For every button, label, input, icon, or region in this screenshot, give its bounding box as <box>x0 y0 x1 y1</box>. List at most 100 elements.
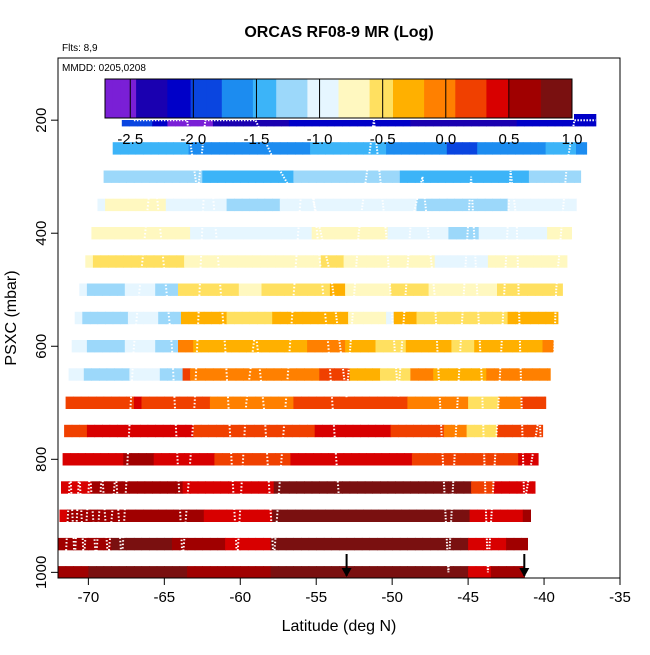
heatmap-cell <box>407 170 416 183</box>
heatmap-cell <box>158 311 167 325</box>
heatmap-cell <box>284 424 293 438</box>
heatmap-cell <box>156 396 165 409</box>
heatmap-cell <box>288 227 298 240</box>
heatmap-cell <box>433 481 442 494</box>
colorbar-swatch <box>252 79 262 118</box>
heatmap-cell <box>431 142 440 155</box>
heatmap-cell <box>135 198 144 212</box>
heatmap-cell <box>102 424 111 438</box>
heatmap-cell <box>422 537 431 551</box>
colorbar-swatch <box>455 79 464 118</box>
heatmap-cell <box>343 255 352 268</box>
heatmap-cell <box>243 481 252 494</box>
heatmap-cell <box>519 340 528 353</box>
heatmap-cell <box>421 283 430 296</box>
heatmap-cell <box>536 170 545 183</box>
heatmap-cell <box>272 198 281 212</box>
heatmap-cell <box>364 227 373 240</box>
colorbar-swatch <box>424 79 433 118</box>
heatmap-cell <box>219 311 228 325</box>
heatmap-cell <box>419 255 428 268</box>
heatmap-cell <box>253 424 263 438</box>
heatmap-cell <box>437 396 446 409</box>
heatmap-cell <box>111 537 120 551</box>
heatmap-cell <box>144 227 153 240</box>
heatmap-cell <box>77 453 86 466</box>
heatmap-cell <box>156 566 165 579</box>
heatmap-cell <box>325 311 334 325</box>
heatmap-cell <box>258 114 267 127</box>
heatmap-cell <box>129 481 138 494</box>
heatmap-cell <box>342 368 351 381</box>
heatmap-cell <box>202 566 211 579</box>
heatmap-cell <box>424 198 433 212</box>
heatmap-cell <box>481 424 490 438</box>
heatmap-cell <box>329 424 339 438</box>
heatmap-cell <box>250 114 260 127</box>
heatmap-cell <box>279 311 288 325</box>
heatmap-cell <box>484 198 493 212</box>
heatmap-cell <box>278 396 287 409</box>
heatmap-cell <box>269 340 278 353</box>
heatmap-cell <box>114 227 123 240</box>
heatmap-cell <box>305 255 314 268</box>
heatmap-cell <box>302 198 311 212</box>
heatmap-cell <box>507 311 516 325</box>
heatmap-cell <box>121 227 130 240</box>
heatmap-cell <box>317 198 326 212</box>
heatmap-cell <box>99 481 108 494</box>
heatmap-cell <box>127 142 137 155</box>
heatmap-cell <box>413 283 422 296</box>
heatmap-cell <box>226 311 235 325</box>
heatmap-cell <box>498 396 507 409</box>
heatmap-cell <box>418 481 427 494</box>
heatmap-cell <box>266 368 275 381</box>
heatmap-cell <box>492 509 501 522</box>
heatmap-cell <box>516 114 525 127</box>
heatmap-cell <box>522 142 531 155</box>
heatmap-cell <box>331 566 340 579</box>
heatmap-cell <box>246 340 255 353</box>
heatmap-cell <box>117 424 126 438</box>
heatmap-cell <box>133 170 143 183</box>
heatmap-cell <box>522 311 531 325</box>
heatmap-cell <box>443 340 452 353</box>
heatmap-cell <box>225 566 234 579</box>
heatmap-cell <box>533 453 539 466</box>
heatmap-cell <box>560 142 569 155</box>
heatmap-cell <box>553 311 559 325</box>
heatmap-cell <box>483 396 492 409</box>
heatmap-cell <box>170 424 179 438</box>
heatmap-cell <box>273 368 282 381</box>
heatmap-cell <box>486 227 495 240</box>
heatmap-cell <box>241 509 250 522</box>
heatmap-cell <box>127 198 137 212</box>
heatmap-cell <box>161 255 170 268</box>
heatmap-cell <box>112 198 121 212</box>
heatmap-cell <box>369 170 378 183</box>
heatmap-cell <box>311 227 320 240</box>
heatmap-cell <box>554 114 563 127</box>
heatmap-cell <box>144 114 153 127</box>
heatmap-cell <box>424 311 433 325</box>
heatmap-cell <box>592 114 597 127</box>
heatmap-cell <box>334 114 343 127</box>
heatmap-cell <box>434 255 443 268</box>
heatmap-cell <box>247 396 257 409</box>
heatmap-cell <box>228 481 237 494</box>
heatmap-cell <box>173 198 182 212</box>
heatmap-cell <box>504 283 513 296</box>
heatmap-cell <box>332 311 342 325</box>
heatmap-cell <box>141 537 150 551</box>
heatmap-cell <box>257 142 266 155</box>
heatmap-cell <box>197 227 206 240</box>
heatmap-cell <box>250 481 260 494</box>
heatmap-cell <box>451 340 460 353</box>
chart-title: ORCAS RF08-9 MR (Log) <box>244 24 433 41</box>
heatmap-cell <box>386 142 395 155</box>
heatmap-cell <box>456 227 465 240</box>
heatmap-cell <box>334 481 343 494</box>
heatmap-cell <box>408 198 418 212</box>
heatmap-cell <box>418 114 427 127</box>
heatmap-cell <box>212 368 222 381</box>
